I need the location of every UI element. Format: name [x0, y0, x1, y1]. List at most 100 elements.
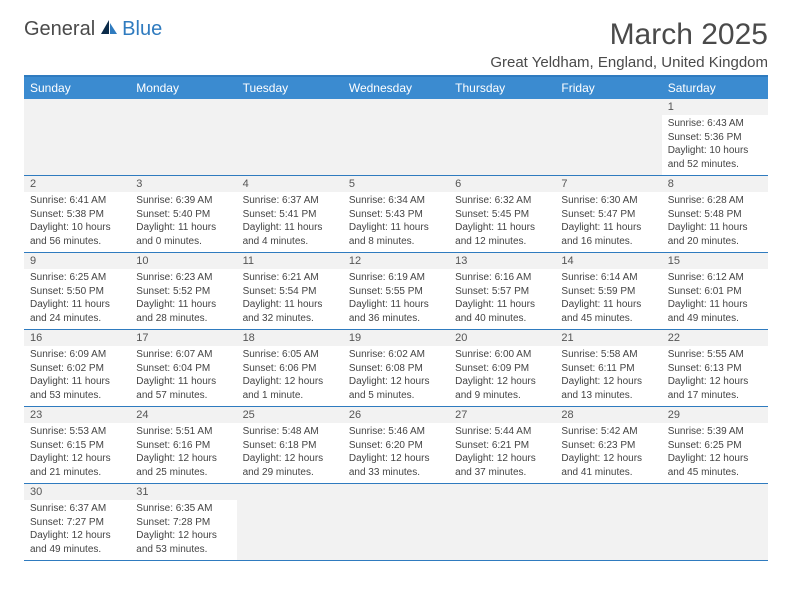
sunset-text: Sunset: 5:45 PM [455, 208, 549, 222]
sunset-text: Sunset: 6:11 PM [561, 362, 655, 376]
daylight-text: Daylight: 11 hours [136, 298, 230, 312]
calendar-body: 1Sunrise: 6:43 AMSunset: 5:36 PMDaylight… [24, 99, 768, 561]
day-number: 29 [662, 407, 768, 423]
day-number: 23 [24, 407, 130, 423]
empty-cell [555, 484, 661, 560]
daylight-text: and 1 minute. [243, 389, 337, 403]
daylight-text: and 45 minutes. [561, 312, 655, 326]
day-number: 18 [237, 330, 343, 346]
daylight-text: Daylight: 12 hours [349, 375, 443, 389]
day-cell: 28Sunrise: 5:42 AMSunset: 6:23 PMDayligh… [555, 407, 661, 483]
daylight-text: Daylight: 11 hours [30, 298, 124, 312]
day-cell: 14Sunrise: 6:14 AMSunset: 5:59 PMDayligh… [555, 253, 661, 329]
sunrise-text: Sunrise: 6:43 AM [668, 117, 762, 131]
day-number: 16 [24, 330, 130, 346]
sunrise-text: Sunrise: 6:02 AM [349, 348, 443, 362]
daylight-text: Daylight: 11 hours [243, 298, 337, 312]
daylight-text: Daylight: 11 hours [561, 221, 655, 235]
day-number: 26 [343, 407, 449, 423]
daylight-text: and 8 minutes. [349, 235, 443, 249]
daylight-text: and 57 minutes. [136, 389, 230, 403]
day-cell: 12Sunrise: 6:19 AMSunset: 5:55 PMDayligh… [343, 253, 449, 329]
sunset-text: Sunset: 6:01 PM [668, 285, 762, 299]
sunrise-text: Sunrise: 5:42 AM [561, 425, 655, 439]
daylight-text: and 9 minutes. [455, 389, 549, 403]
day-number: 8 [662, 176, 768, 192]
sunrise-text: Sunrise: 5:48 AM [243, 425, 337, 439]
daylight-text: and 24 minutes. [30, 312, 124, 326]
daylight-text: and 17 minutes. [668, 389, 762, 403]
empty-cell [449, 484, 555, 560]
week-row: 1Sunrise: 6:43 AMSunset: 5:36 PMDaylight… [24, 99, 768, 176]
day-number: 28 [555, 407, 661, 423]
document-header: General Blue March 2025 Great Yeldham, E… [24, 18, 768, 71]
daylight-text: Daylight: 12 hours [668, 375, 762, 389]
daylight-text: Daylight: 11 hours [349, 221, 443, 235]
daylight-text: Daylight: 12 hours [30, 529, 124, 543]
daylight-text: Daylight: 11 hours [136, 221, 230, 235]
week-row: 16Sunrise: 6:09 AMSunset: 6:02 PMDayligh… [24, 330, 768, 407]
day-cell: 9Sunrise: 6:25 AMSunset: 5:50 PMDaylight… [24, 253, 130, 329]
day-number: 3 [130, 176, 236, 192]
sunrise-text: Sunrise: 6:16 AM [455, 271, 549, 285]
day-cell: 8Sunrise: 6:28 AMSunset: 5:48 PMDaylight… [662, 176, 768, 252]
day-cell: 21Sunrise: 5:58 AMSunset: 6:11 PMDayligh… [555, 330, 661, 406]
sunrise-text: Sunrise: 6:25 AM [30, 271, 124, 285]
day-number: 14 [555, 253, 661, 269]
sunrise-text: Sunrise: 6:28 AM [668, 194, 762, 208]
daylight-text: and 32 minutes. [243, 312, 337, 326]
daylight-text: Daylight: 11 hours [136, 375, 230, 389]
day-cell: 13Sunrise: 6:16 AMSunset: 5:57 PMDayligh… [449, 253, 555, 329]
day-cell: 2Sunrise: 6:41 AMSunset: 5:38 PMDaylight… [24, 176, 130, 252]
day-number: 6 [449, 176, 555, 192]
empty-cell [555, 99, 661, 175]
sunrise-text: Sunrise: 6:23 AM [136, 271, 230, 285]
day-cell: 18Sunrise: 6:05 AMSunset: 6:06 PMDayligh… [237, 330, 343, 406]
sunrise-text: Sunrise: 6:32 AM [455, 194, 549, 208]
day-number: 7 [555, 176, 661, 192]
day-number: 15 [662, 253, 768, 269]
day-cell: 17Sunrise: 6:07 AMSunset: 6:04 PMDayligh… [130, 330, 236, 406]
daylight-text: Daylight: 11 hours [243, 221, 337, 235]
empty-cell [449, 99, 555, 175]
daylight-text: Daylight: 12 hours [243, 375, 337, 389]
day-cell: 24Sunrise: 5:51 AMSunset: 6:16 PMDayligh… [130, 407, 236, 483]
daylight-text: and 20 minutes. [668, 235, 762, 249]
sunset-text: Sunset: 5:41 PM [243, 208, 337, 222]
daylight-text: and 37 minutes. [455, 466, 549, 480]
sunset-text: Sunset: 5:55 PM [349, 285, 443, 299]
sunrise-text: Sunrise: 6:37 AM [243, 194, 337, 208]
logo-text-dark: General [24, 18, 95, 41]
day-number: 30 [24, 484, 130, 500]
day-number: 2 [24, 176, 130, 192]
day-number: 20 [449, 330, 555, 346]
sunset-text: Sunset: 6:08 PM [349, 362, 443, 376]
daylight-text: and 21 minutes. [30, 466, 124, 480]
sunset-text: Sunset: 7:27 PM [30, 516, 124, 530]
daylight-text: and 29 minutes. [243, 466, 337, 480]
day-cell: 15Sunrise: 6:12 AMSunset: 6:01 PMDayligh… [662, 253, 768, 329]
day-cell: 29Sunrise: 5:39 AMSunset: 6:25 PMDayligh… [662, 407, 768, 483]
sunrise-text: Sunrise: 6:12 AM [668, 271, 762, 285]
daylight-text: Daylight: 11 hours [455, 221, 549, 235]
sunrise-text: Sunrise: 6:05 AM [243, 348, 337, 362]
weekday-header-row: SundayMondayTuesdayWednesdayThursdayFrid… [24, 77, 768, 99]
sunrise-text: Sunrise: 6:37 AM [30, 502, 124, 516]
sunrise-text: Sunrise: 6:00 AM [455, 348, 549, 362]
day-cell: 31Sunrise: 6:35 AMSunset: 7:28 PMDayligh… [130, 484, 236, 560]
sunrise-text: Sunrise: 6:14 AM [561, 271, 655, 285]
day-number: 11 [237, 253, 343, 269]
daylight-text: Daylight: 12 hours [561, 375, 655, 389]
title-location: Great Yeldham, England, United Kingdom [490, 54, 768, 71]
empty-cell [237, 484, 343, 560]
day-number: 10 [130, 253, 236, 269]
sunset-text: Sunset: 6:09 PM [455, 362, 549, 376]
empty-cell [237, 99, 343, 175]
sunrise-text: Sunrise: 6:39 AM [136, 194, 230, 208]
sunrise-text: Sunrise: 5:58 AM [561, 348, 655, 362]
day-number: 31 [130, 484, 236, 500]
day-cell: 19Sunrise: 6:02 AMSunset: 6:08 PMDayligh… [343, 330, 449, 406]
daylight-text: and 45 minutes. [668, 466, 762, 480]
sunset-text: Sunset: 6:04 PM [136, 362, 230, 376]
sunrise-text: Sunrise: 6:07 AM [136, 348, 230, 362]
